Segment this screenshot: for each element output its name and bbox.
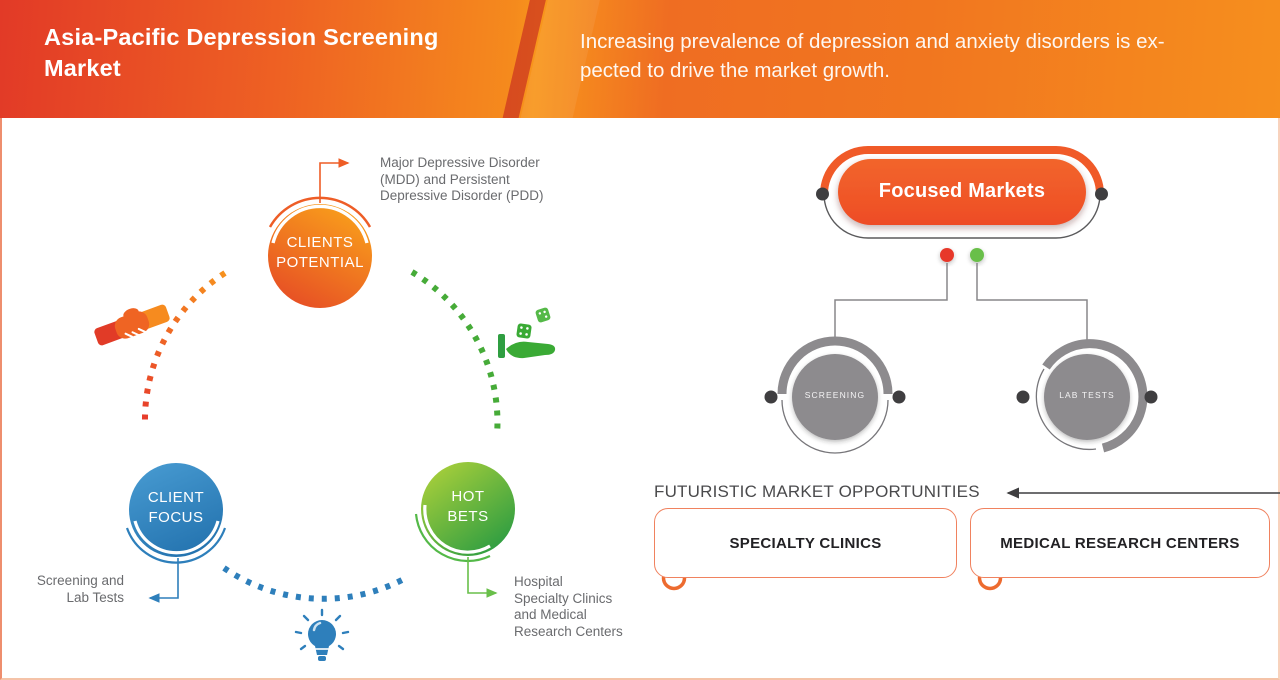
hot-bets-note: Hospital Specialty Clinics and Medical R… (514, 574, 623, 639)
medical-research-label: MEDICAL RESEARCH CENTERS (1000, 534, 1240, 552)
focused-markets-pill (838, 159, 1086, 225)
stadium-left-dot (816, 187, 829, 201)
lightbulb-icon (294, 608, 350, 661)
header-banner: Asia-Pacific Depression Screening Market… (0, 0, 1280, 130)
diagram-canvas (94, 146, 1280, 661)
clients-potential-note: Major Depressive Disorder (MDD) and Pers… (380, 155, 544, 203)
hot-bets-label: HOT BETS (447, 488, 489, 525)
focused-markets-title: Focused Markets (878, 180, 1046, 202)
focused-markets-group (816, 146, 1108, 342)
handshake-icon (94, 304, 170, 346)
screening-label: SCREENING (804, 390, 866, 400)
client-focus-label: CLIENT FOCUS (147, 489, 205, 526)
dice-hand-icon (498, 307, 556, 359)
connector-left (834, 263, 948, 342)
opportunity-box-medical-research: MEDICAL RESEARCH CENTERS (970, 508, 1270, 578)
cycle-arc-blue (222, 565, 404, 602)
node-lab-tests (1016, 339, 1158, 453)
green-dot (970, 248, 984, 262)
node-clients-potential (268, 158, 372, 308)
clients-potential-label: CLIENTS POTENTIAL (276, 234, 364, 271)
node-client-focus (125, 463, 227, 603)
opportunity-box-specialty-clinics: SPECIALTY CLINICS (654, 508, 957, 578)
connector-right (976, 263, 1088, 342)
lab-tests-label: LAB TESTS (1059, 390, 1115, 400)
specialty-clinics-label: SPECIALTY CLINICS (729, 534, 882, 552)
content-area: CLIENTS POTENTIAL CLIENT FOCUS HOT BETS … (0, 118, 1280, 680)
red-dot (940, 248, 954, 262)
node-hot-bets (414, 462, 515, 598)
header-subtitle: Increasing prevalence of depression and … (580, 30, 1165, 82)
stadium-right-dot (1095, 187, 1108, 201)
client-focus-note: Screening and Lab Tests (36, 573, 124, 605)
node-screening (764, 336, 906, 454)
cycle-arc-green (410, 269, 501, 436)
cycle-arc-orange (141, 270, 227, 424)
opportunities-heading: FUTURISTIC MARKET OPPORTUNITIES (654, 482, 980, 501)
page-title: Asia-Pacific Depression Screening Market (44, 24, 439, 81)
